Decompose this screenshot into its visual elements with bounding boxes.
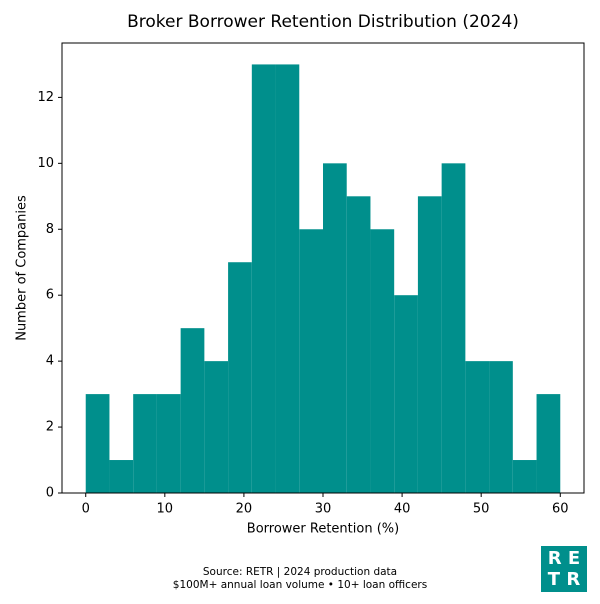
- y-tick-label: 2: [46, 420, 54, 435]
- bar: [133, 394, 157, 493]
- bar: [299, 229, 323, 493]
- bar: [465, 361, 490, 493]
- bar: [228, 262, 252, 493]
- x-axis-label: Borrower Retention (%): [247, 522, 399, 537]
- y-tick-label: 12: [37, 90, 54, 105]
- bar: [346, 196, 371, 494]
- x-tick-label: 50: [473, 502, 490, 517]
- bar: [536, 394, 561, 493]
- y-tick-label: 8: [46, 222, 54, 237]
- x-tick-label: 60: [552, 502, 569, 517]
- bar: [370, 229, 395, 493]
- x-tick-label: 20: [236, 502, 253, 517]
- bar: [275, 64, 300, 493]
- logo-text: T R: [548, 569, 581, 590]
- chart-title: Broker Borrower Retention Distribution (…: [127, 12, 519, 32]
- bar: [489, 361, 513, 493]
- x-tick-label: 10: [157, 502, 174, 517]
- bar: [512, 460, 537, 493]
- footer-note: $100M+ annual loan volume • 10+ loan off…: [173, 579, 427, 591]
- bar: [180, 328, 205, 493]
- footer-source: Source: RETR | 2024 production data: [203, 566, 397, 578]
- bar: [441, 163, 466, 494]
- y-tick-label: 0: [46, 486, 54, 501]
- y-tick-label: 4: [46, 354, 54, 369]
- x-tick-label: 40: [394, 502, 411, 517]
- logo-text: R E: [548, 548, 580, 569]
- bar: [204, 361, 229, 493]
- bar: [109, 460, 134, 493]
- x-tick-label: 30: [315, 502, 332, 517]
- bar: [394, 295, 418, 493]
- y-tick-label: 10: [37, 156, 54, 171]
- bar: [156, 394, 181, 493]
- x-tick-label: 0: [82, 502, 90, 517]
- logo-box: [541, 546, 587, 592]
- bar: [417, 196, 442, 494]
- y-tick-label: 6: [46, 288, 54, 303]
- bar: [323, 163, 347, 494]
- bar: [251, 64, 276, 493]
- bar: [85, 394, 110, 493]
- y-axis-label: Number of Companies: [15, 195, 30, 341]
